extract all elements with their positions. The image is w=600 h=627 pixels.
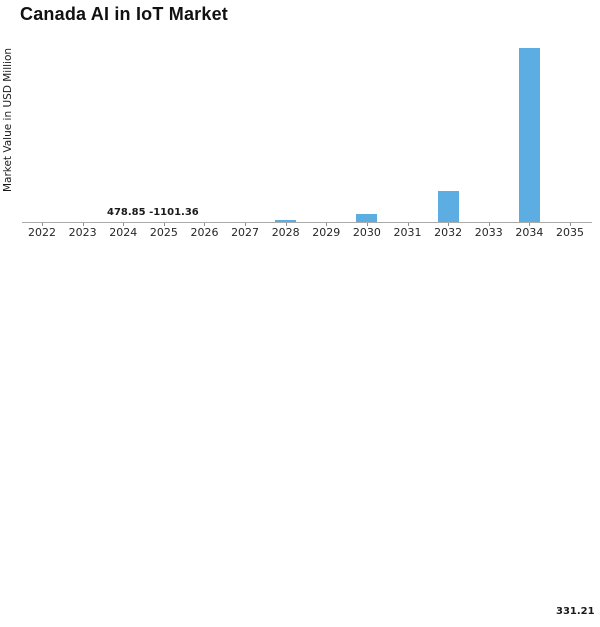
chart-title: Canada AI in IoT Market	[20, 4, 228, 24]
x-tick-label-2031: 2031	[393, 226, 422, 239]
x-tick-label-2027: 2027	[231, 226, 260, 239]
x-axis-line	[22, 222, 592, 223]
bar-2030	[356, 214, 378, 222]
x-axis-tick	[245, 223, 247, 226]
x-tick-label-2033: 2033	[474, 226, 503, 239]
x-axis-tick	[82, 223, 84, 226]
value-annotation-0: 478.85 -1101.36	[107, 207, 199, 218]
x-axis-tick	[42, 223, 43, 226]
x-tick-label-2025: 2025	[149, 226, 178, 239]
x-axis-tick	[204, 223, 206, 226]
x-tick-label-2028: 2028	[271, 226, 300, 239]
x-axis-tick	[529, 223, 531, 226]
x-tick-label-2030: 2030	[352, 226, 381, 239]
x-axis-tick	[326, 223, 328, 226]
bar-2034	[518, 48, 540, 222]
x-axis-tick	[163, 223, 165, 226]
x-tick-label-2034: 2034	[515, 226, 544, 239]
x-tick-label-2022: 2022	[28, 226, 56, 239]
x-tick-label-2029: 2029	[312, 226, 341, 239]
x-tick-label-2026: 2026	[190, 226, 219, 239]
bar-2032	[437, 191, 459, 222]
x-axis-tick	[285, 223, 287, 226]
x-axis-tick	[366, 223, 368, 226]
x-axis-tick	[488, 223, 490, 226]
x-axis-tick	[407, 223, 409, 226]
x-axis-tick	[123, 223, 125, 226]
x-tick-label-2024: 2024	[109, 226, 138, 239]
x-tick-label-2035: 2035	[555, 226, 584, 239]
bar-2028	[275, 220, 297, 222]
value-annotation-1: 331.21	[556, 606, 595, 617]
x-tick-label-2032: 2032	[434, 226, 463, 239]
x-axis-tick	[569, 223, 571, 226]
x-tick-label-2023: 2023	[68, 226, 97, 239]
x-axis-tick	[448, 223, 450, 226]
